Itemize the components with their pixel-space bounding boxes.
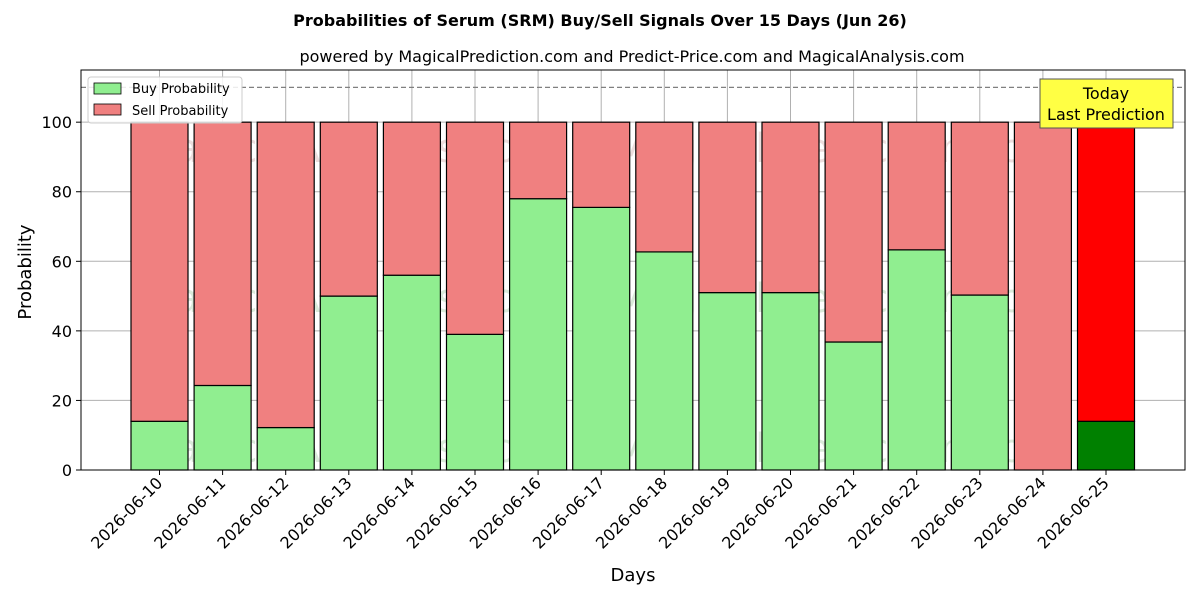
today-annotation-line2: Last Prediction	[1047, 105, 1165, 124]
x-axis-ticks: 2026-06-102026-06-112026-06-122026-06-13…	[87, 470, 1113, 553]
buy-bar	[1076, 420, 1136, 471]
sell-bar	[319, 121, 378, 297]
buy-bar	[256, 426, 315, 471]
buy-bar	[635, 251, 694, 471]
y-tick-label: 40	[52, 322, 72, 341]
sell-bar	[130, 121, 189, 422]
chart-subtitle: powered by MagicalPrediction.com and Pre…	[299, 47, 964, 66]
y-tick-label: 20	[52, 391, 72, 410]
legend: Buy Probability Sell Probability	[87, 76, 243, 124]
buy-bar	[824, 341, 883, 471]
sell-bar	[445, 121, 505, 335]
y-tick-label: 0	[62, 461, 72, 480]
sell-bar	[382, 121, 441, 276]
today-annotation-box	[1039, 78, 1174, 129]
buy-bar	[950, 294, 1009, 471]
chart-title: Probabilities of Serum (SRM) Buy/Sell Si…	[293, 11, 907, 30]
x-axis-label: Days	[611, 565, 656, 586]
today-annotation: Today Last Prediction	[1039, 78, 1174, 129]
buy-bar	[130, 420, 189, 471]
legend-sell-label: Sell Probability	[132, 104, 229, 119]
y-tick-label: 60	[52, 252, 72, 271]
buy-bar	[887, 249, 946, 471]
today-annotation-line1: Today	[1082, 84, 1129, 103]
sell-bar	[950, 121, 1009, 296]
sell-bar	[698, 121, 757, 294]
buy-bar	[509, 198, 568, 471]
buy-bar	[698, 292, 757, 471]
y-tick-label: 100	[41, 113, 72, 132]
sell-bar	[761, 121, 820, 294]
y-axis-ticks: 0 20 40 60 80 100	[41, 113, 81, 480]
y-tick-label: 80	[52, 183, 72, 202]
legend-sell-swatch	[93, 103, 122, 116]
bars-layer	[130, 121, 1136, 471]
sell-bar	[887, 121, 946, 251]
buy-bar	[445, 333, 505, 471]
buy-bar	[319, 295, 378, 471]
sell-bar	[824, 121, 883, 343]
buy-bar	[761, 292, 820, 471]
legend-box	[87, 76, 243, 124]
buy-bar	[572, 206, 631, 471]
sell-bar	[635, 121, 694, 253]
sell-bar	[572, 121, 631, 208]
y-axis-label: Probability	[15, 224, 36, 319]
sell-bar	[1013, 121, 1073, 471]
legend-buy-swatch	[93, 82, 122, 95]
sell-bar	[193, 121, 252, 387]
sell-bar	[1076, 121, 1136, 422]
plot-frame	[80, 69, 1186, 471]
legend-buy-label: Buy Probability	[132, 82, 230, 97]
sell-bar	[509, 121, 568, 200]
buy-bar	[193, 384, 252, 471]
sell-bar	[256, 121, 315, 429]
buy-bar	[382, 274, 441, 471]
